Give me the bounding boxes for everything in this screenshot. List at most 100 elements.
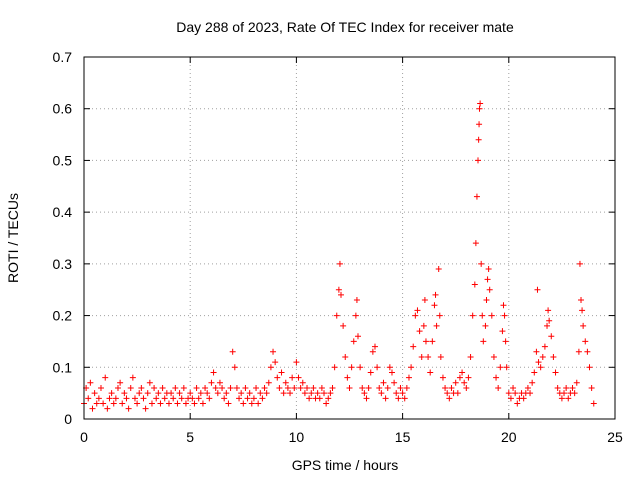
data-point <box>432 291 439 298</box>
data-point <box>340 322 347 329</box>
data-point <box>348 364 355 371</box>
data-point <box>117 379 124 386</box>
x-tick-label: 20 <box>501 429 517 445</box>
data-point <box>297 384 304 391</box>
data-point <box>420 322 427 329</box>
data-point <box>539 353 546 360</box>
data-point <box>586 364 593 371</box>
data-point <box>571 390 578 397</box>
data-point <box>180 384 187 391</box>
data-point <box>131 395 138 402</box>
data-point <box>554 384 561 391</box>
data-point <box>410 343 417 350</box>
data-point <box>146 379 153 386</box>
data-point <box>151 384 158 391</box>
data-point <box>136 390 143 397</box>
data-point <box>108 390 115 397</box>
data-point <box>250 395 257 402</box>
y-tick-labels: 0 0.1 0.2 0.3 0.4 0.5 0.6 0.7 <box>53 49 73 427</box>
data-point <box>590 400 597 407</box>
data-point <box>472 240 479 247</box>
data-point <box>580 322 587 329</box>
axis-ticks <box>83 56 616 420</box>
data-point <box>382 395 389 402</box>
data-point <box>287 390 294 397</box>
data-point <box>219 384 226 391</box>
data-point <box>507 395 514 402</box>
data-point <box>338 291 345 298</box>
data-point <box>325 395 332 402</box>
data-point <box>336 260 343 267</box>
data-point <box>485 266 492 273</box>
data-point <box>255 400 262 407</box>
data-point <box>225 400 232 407</box>
data-point <box>558 395 565 402</box>
y-tick-label: 0.5 <box>53 152 73 168</box>
data-point <box>531 369 538 376</box>
data-point <box>299 379 306 386</box>
y-tick-label: 0.1 <box>53 359 73 375</box>
data-point <box>259 395 266 402</box>
data-point <box>416 328 423 335</box>
data-point <box>499 328 506 335</box>
data-point <box>144 390 151 397</box>
data-point <box>159 384 166 391</box>
data-point <box>465 374 472 381</box>
data-point <box>479 312 486 319</box>
data-point <box>238 390 245 397</box>
data-point <box>436 312 443 319</box>
data-point <box>344 374 351 381</box>
data-point <box>106 395 113 402</box>
data-point <box>444 390 451 397</box>
data-point <box>233 384 240 391</box>
data-point <box>484 276 491 283</box>
data-point <box>421 297 428 304</box>
data-point <box>161 395 168 402</box>
data-point <box>306 395 313 402</box>
data-point <box>475 136 482 143</box>
data-point <box>544 322 551 329</box>
data-point <box>335 286 342 293</box>
data-point <box>357 364 364 371</box>
data-point <box>199 400 206 407</box>
data-point <box>575 348 582 355</box>
data-point <box>100 400 107 407</box>
data-point <box>333 312 340 319</box>
data-point <box>112 395 119 402</box>
data-point <box>104 405 111 412</box>
data-point <box>231 364 238 371</box>
data-point <box>327 390 334 397</box>
data-point <box>342 353 349 360</box>
y-tick-label: 0.6 <box>53 101 73 117</box>
data-point <box>510 384 517 391</box>
data-point <box>272 359 279 366</box>
data-point <box>467 353 474 360</box>
data-point <box>418 353 425 360</box>
x-tick-label: 0 <box>80 429 88 445</box>
x-tick-label: 15 <box>395 429 411 445</box>
data-point <box>170 395 177 402</box>
data-point <box>193 384 200 391</box>
data-point <box>537 364 544 371</box>
data-point <box>248 400 255 407</box>
data-point <box>242 384 249 391</box>
data-point <box>371 343 378 350</box>
data-point <box>397 384 404 391</box>
data-point <box>87 379 94 386</box>
data-point <box>329 384 336 391</box>
data-point <box>422 338 429 345</box>
data-point <box>500 302 507 309</box>
data-point <box>448 384 455 391</box>
data-point <box>437 353 444 360</box>
data-point <box>123 395 130 402</box>
data-point <box>369 348 376 355</box>
data-point <box>433 322 440 329</box>
y-tick-label: 0.7 <box>53 49 73 65</box>
data-point <box>140 395 147 402</box>
data-point <box>545 307 552 314</box>
data-point <box>463 384 470 391</box>
data-point <box>588 384 595 391</box>
data-point <box>546 317 553 324</box>
data-point <box>182 400 189 407</box>
